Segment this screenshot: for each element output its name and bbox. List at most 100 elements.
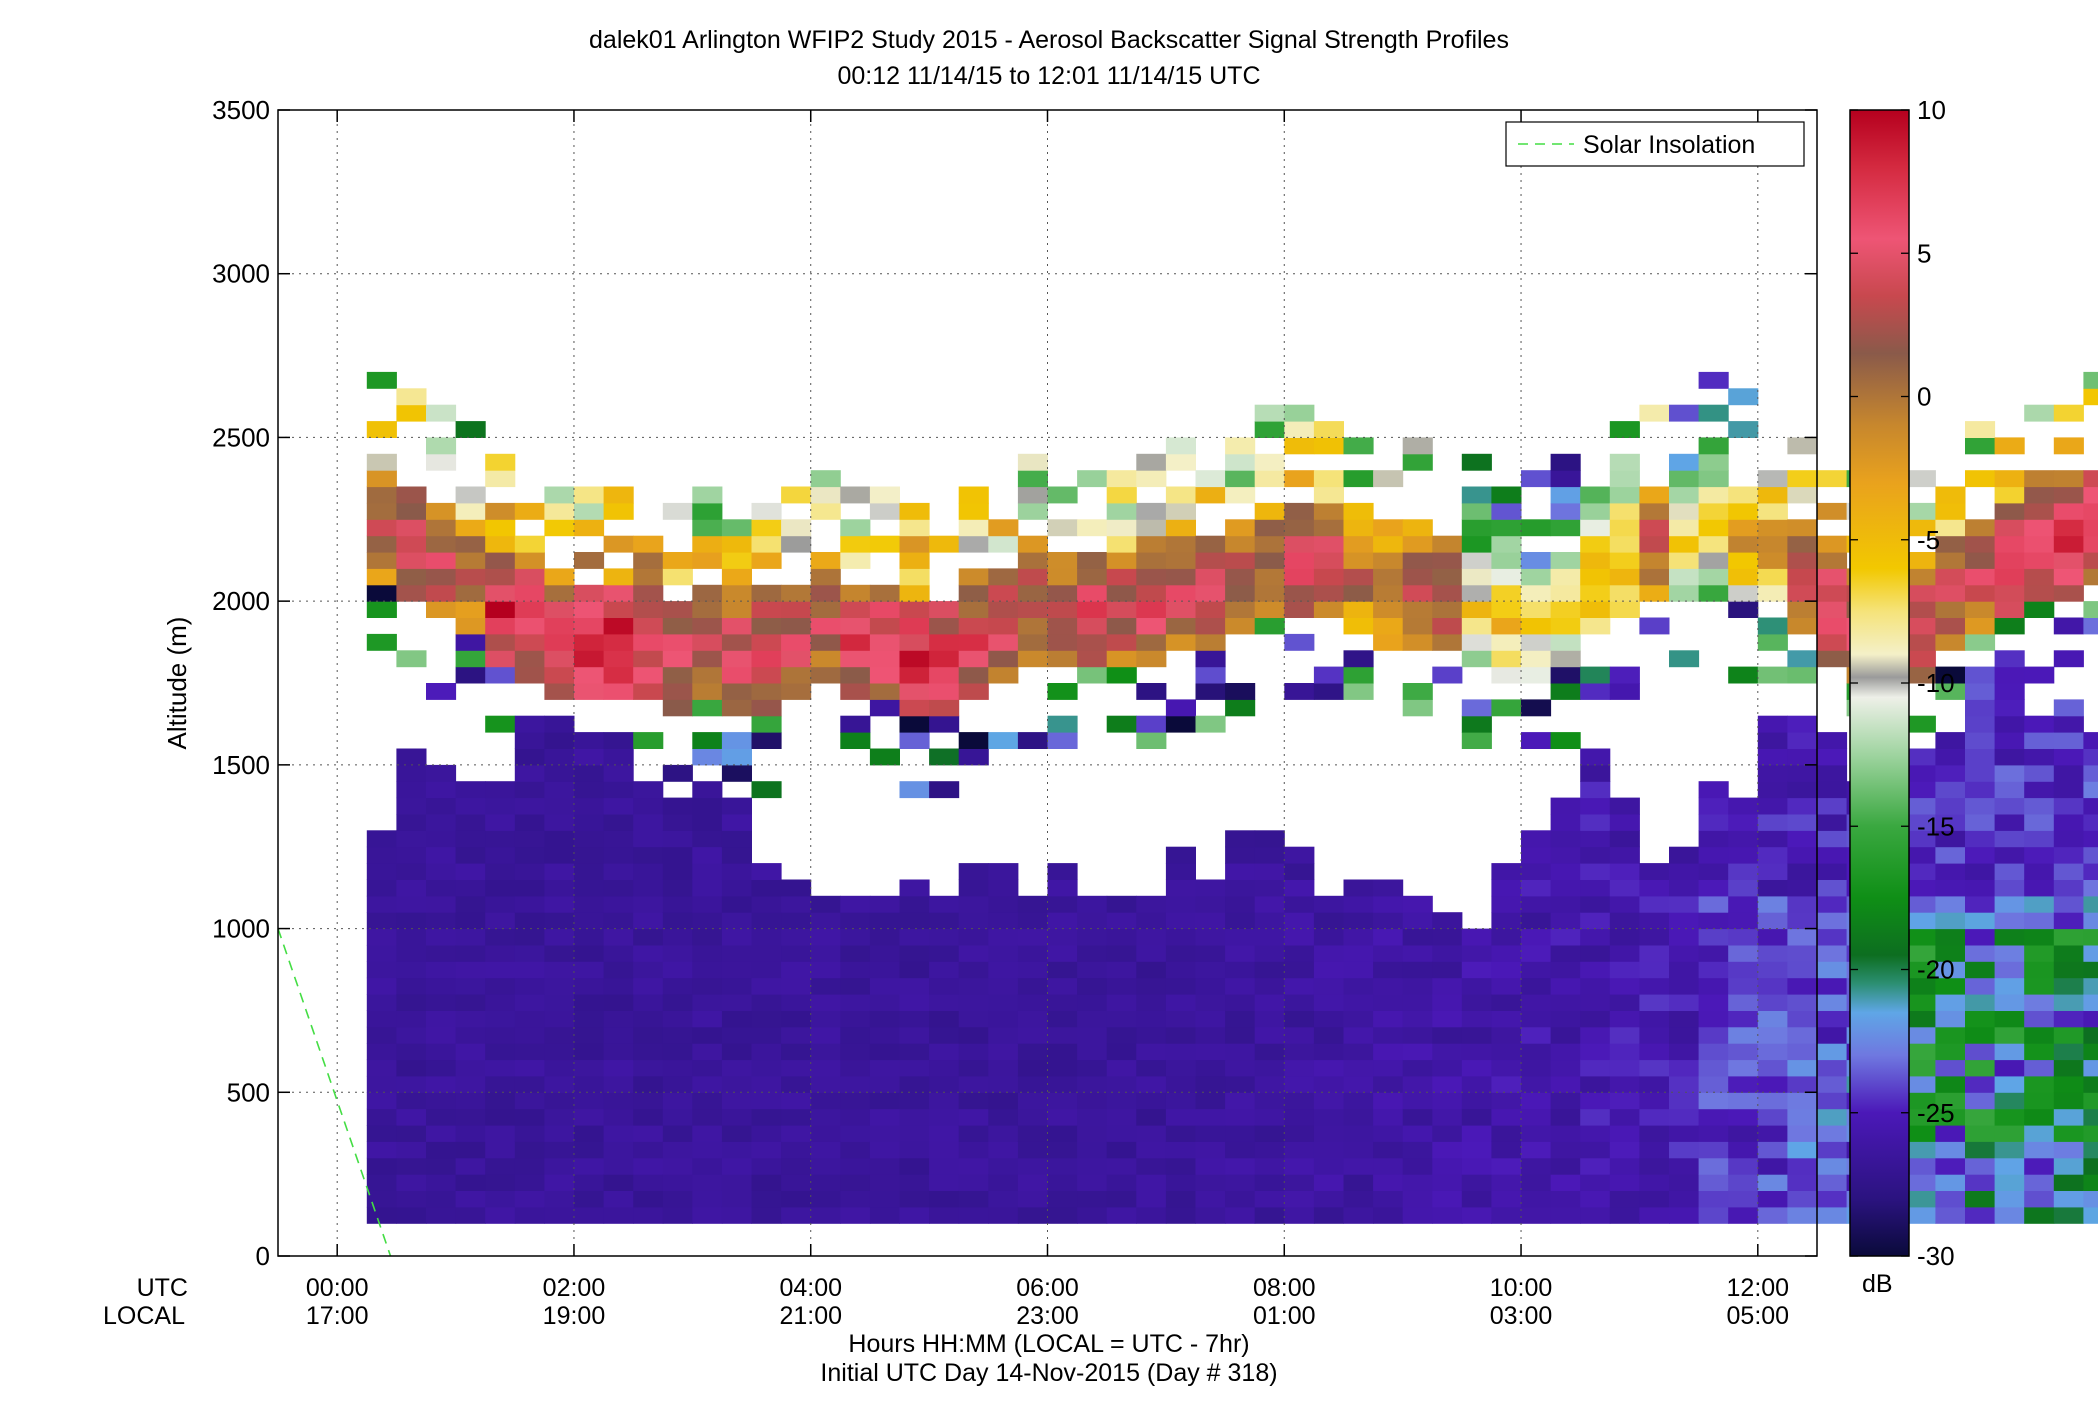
- heatmap-cell: [1669, 535, 1700, 553]
- heatmap-cell: [396, 1108, 427, 1126]
- heatmap-cell: [603, 535, 634, 553]
- heatmap-cell: [396, 1141, 427, 1159]
- heatmap-cell: [751, 633, 782, 651]
- heatmap-cell: [2083, 371, 2098, 389]
- heatmap-cell: [721, 1059, 752, 1077]
- heatmap-cell: [1817, 961, 1848, 979]
- heatmap-cell: [692, 895, 723, 913]
- heatmap-cell: [1017, 1059, 1048, 1077]
- heatmap-cell: [396, 764, 427, 782]
- heatmap-cell: [721, 568, 752, 586]
- heatmap-cell: [1284, 584, 1315, 602]
- heatmap-cell: [633, 895, 664, 913]
- heatmap-cell: [721, 1206, 752, 1224]
- heatmap-cell: [1787, 912, 1818, 930]
- heatmap-cell: [366, 371, 397, 389]
- heatmap-cell: [1965, 470, 1996, 488]
- heatmap-cell: [1905, 650, 1936, 668]
- heatmap-cell: [899, 928, 930, 946]
- heatmap-cell: [1580, 961, 1611, 979]
- heatmap-cell: [2083, 535, 2098, 553]
- heatmap-cell: [1077, 519, 1108, 537]
- heatmap-cell: [721, 1075, 752, 1093]
- heatmap-cell: [1225, 961, 1256, 979]
- heatmap-cell: [1669, 928, 1700, 946]
- heatmap-cell: [662, 1206, 693, 1224]
- heatmap-cell: [1284, 519, 1315, 537]
- heatmap-cell: [1225, 601, 1256, 618]
- heatmap-cell: [1609, 519, 1640, 537]
- heatmap-cell: [1994, 1174, 2025, 1191]
- heatmap-cell: [662, 797, 693, 815]
- heatmap-cell: [721, 732, 752, 749]
- heatmap-cell: [485, 994, 516, 1011]
- heatmap-cell: [544, 732, 575, 749]
- heatmap-cell: [1047, 961, 1078, 979]
- legend: Solar Insolation: [1505, 121, 1805, 167]
- heatmap-cell: [988, 650, 1019, 668]
- heatmap-cell: [1757, 1059, 1788, 1077]
- x-tick-label-utc: 00:00: [306, 1274, 369, 1302]
- heatmap-cell: [1461, 650, 1492, 668]
- heatmap-cell: [1609, 568, 1640, 586]
- heatmap-cell: [1106, 666, 1137, 684]
- heatmap-cell: [2024, 1108, 2055, 1126]
- heatmap-cell: [574, 944, 605, 962]
- heatmap-cell: [1728, 1141, 1759, 1159]
- heatmap-cell: [1550, 732, 1581, 749]
- heatmap-cell: [1698, 404, 1729, 422]
- heatmap-cell: [633, 961, 664, 979]
- heatmap-cell: [2083, 1043, 2098, 1061]
- heatmap-cell: [1402, 633, 1433, 651]
- heatmap-cell: [1817, 1075, 1848, 1093]
- heatmap-cell: [1550, 1010, 1581, 1028]
- heatmap-cell: [1669, 1108, 1700, 1126]
- heatmap-cell: [1935, 732, 1966, 749]
- heatmap-cell: [1284, 502, 1315, 520]
- heatmap-cell: [692, 486, 723, 504]
- heatmap-cell: [366, 1174, 397, 1191]
- heatmap-cell: [2083, 1010, 2098, 1028]
- heatmap-cell: [1106, 1059, 1137, 1077]
- heatmap-cell: [2083, 1141, 2098, 1159]
- heatmap-cell: [662, 633, 693, 651]
- heatmap-cell: [544, 1026, 575, 1044]
- heatmap-cell: [366, 879, 397, 897]
- heatmap-cell: [544, 830, 575, 848]
- heatmap-cell: [1047, 1125, 1078, 1142]
- heatmap-cell: [869, 1108, 900, 1126]
- heatmap-cell: [1165, 633, 1196, 651]
- heatmap-cell: [1077, 1026, 1108, 1044]
- heatmap-cell: [633, 617, 664, 635]
- heatmap-cell: [426, 928, 457, 946]
- heatmap-cell: [1106, 944, 1137, 962]
- heatmap-cell: [929, 601, 960, 618]
- heatmap-cell: [426, 552, 457, 569]
- heatmap-cell: [1609, 846, 1640, 864]
- heatmap-cell: [1106, 1092, 1137, 1110]
- heatmap-cell: [1284, 1092, 1315, 1110]
- heatmap-cell: [840, 633, 871, 651]
- heatmap-cell: [633, 863, 664, 880]
- heatmap-cell: [958, 732, 989, 749]
- heatmap-cell: [1698, 519, 1729, 537]
- heatmap-cell: [1787, 1125, 1818, 1142]
- heatmap-cell: [1521, 470, 1552, 488]
- heatmap-cell: [1225, 584, 1256, 602]
- heatmap-cell: [603, 764, 634, 782]
- heatmap-cell: [1935, 977, 1966, 995]
- heatmap-cell: [1609, 535, 1640, 553]
- heatmap-cell: [899, 1026, 930, 1044]
- heatmap-cell: [662, 944, 693, 962]
- heatmap-cell: [2024, 912, 2055, 930]
- heatmap-cell: [1047, 601, 1078, 618]
- heatmap-cell: [1491, 961, 1522, 979]
- heatmap-cell: [426, 977, 457, 995]
- heatmap-cell: [1402, 699, 1433, 717]
- heatmap-cell: [1639, 1059, 1670, 1077]
- heatmap-cell: [1254, 830, 1285, 848]
- heatmap-cell: [2083, 1125, 2098, 1142]
- heatmap-cell: [1373, 895, 1404, 913]
- heatmap-cell: [2053, 961, 2084, 979]
- heatmap-cell: [1106, 1108, 1137, 1126]
